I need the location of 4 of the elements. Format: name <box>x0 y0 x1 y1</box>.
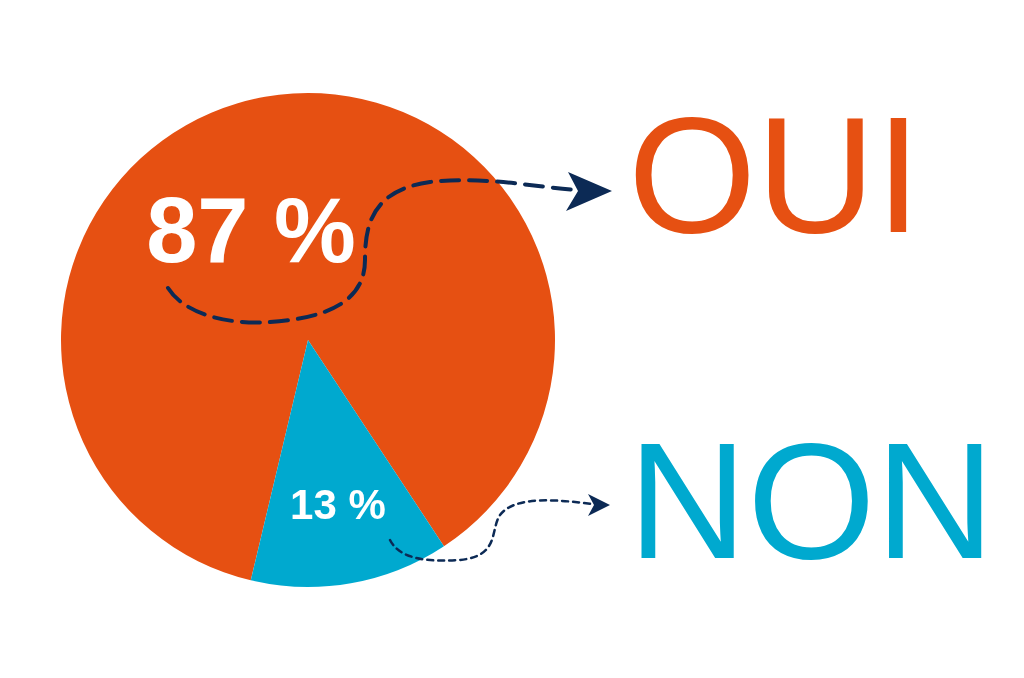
slice-label: NON <box>628 408 995 593</box>
data-label: 13 % <box>290 481 386 529</box>
slice-label: OUI <box>628 82 922 267</box>
data-label: 87 % <box>146 179 356 282</box>
